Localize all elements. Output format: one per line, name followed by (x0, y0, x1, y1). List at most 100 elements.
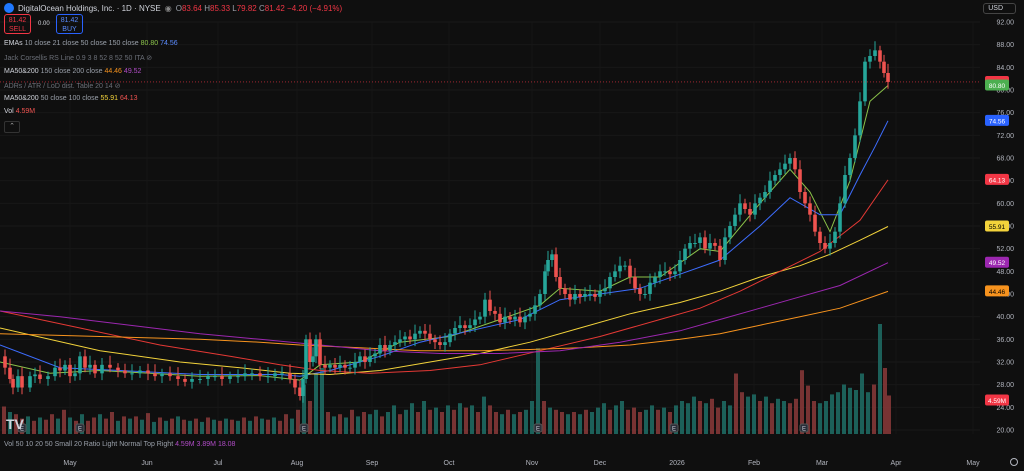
price-label-box (985, 256, 1009, 268)
candle-body (138, 370, 142, 374)
candle-body (418, 330, 422, 334)
x-tick-label: 2026 (669, 460, 685, 467)
sell-button[interactable]: 81.42 SELL (4, 14, 31, 34)
candle-body (153, 373, 157, 377)
candle-body (93, 364, 97, 374)
ma200-line (0, 262, 889, 354)
candle-body (528, 313, 532, 317)
volume-bar (416, 412, 420, 434)
eye-icon[interactable]: ◉ (164, 3, 172, 13)
indicator-ma-50-100[interactable]: MA50&200 50 close 100 close 55.91 64.13 (4, 95, 138, 102)
x-tick-label: Aug (291, 460, 304, 467)
volume-bar (806, 385, 810, 434)
volume-bar (356, 416, 360, 434)
volume-bar (224, 418, 228, 434)
volume-bar (128, 418, 132, 434)
candle-body (623, 265, 627, 267)
volume-bar (656, 409, 660, 434)
candle-body (183, 379, 187, 382)
volume-bar (386, 412, 390, 434)
volume-bar (536, 348, 540, 434)
candle-body (108, 364, 112, 368)
tradingview-logo: TV (6, 416, 24, 432)
candle-body (753, 203, 757, 215)
candle-body (498, 313, 502, 323)
indicator-emas[interactable]: EMAs 10 close 21 close 50 close 150 clos… (4, 40, 178, 47)
indicator-vol[interactable]: Vol 4.59M (4, 108, 36, 115)
price-label: 55.91 (989, 224, 1006, 231)
volume-bar (887, 395, 891, 434)
volume-bar (458, 403, 462, 434)
candle-body (258, 373, 262, 377)
volume-bar (752, 394, 756, 434)
volume-bar (638, 412, 642, 434)
candle-body (678, 260, 682, 272)
volume-bar (398, 414, 402, 434)
candle-body (503, 316, 507, 323)
volume-legend[interactable]: Vol 50 10 20 50 Small 20 Ratio Light Nor… (4, 441, 236, 448)
volume-bar (446, 405, 450, 434)
volume-bar (14, 414, 18, 434)
candle-body (738, 203, 742, 215)
candle-body (698, 237, 702, 243)
candle-body (543, 271, 547, 294)
candle-body (423, 330, 427, 334)
volume-bar (146, 413, 150, 434)
volume-bar (98, 414, 102, 434)
volume-bar (254, 416, 258, 434)
hidden-eye-icon[interactable]: ⊘ (114, 83, 121, 90)
volume-bar (134, 416, 138, 434)
volume-bar (476, 412, 480, 434)
candle-body (768, 180, 772, 192)
x-tick-label: Apr (891, 460, 903, 467)
candle-body (658, 271, 662, 277)
symbol-title[interactable]: DigitalOcean Holdings, Inc. · 1D · NYSE (18, 3, 161, 13)
price-label: 80.80 (989, 83, 1006, 90)
volume-bar (92, 417, 96, 434)
volume-bar (314, 373, 318, 434)
volume-bar (332, 416, 336, 434)
volume-bar (248, 420, 252, 434)
volume-bar (290, 418, 294, 434)
hidden-eye-icon[interactable]: ⊘ (146, 55, 153, 62)
x-tick-label: Jun (141, 460, 152, 467)
volume-bar (104, 418, 108, 434)
volume-bar (452, 409, 456, 434)
volume-bar (650, 405, 654, 434)
candle-body (773, 175, 777, 181)
candle-body (488, 299, 492, 311)
volume-bar (494, 412, 498, 434)
candle-body (568, 294, 572, 300)
currency-selector[interactable]: USD (983, 3, 1016, 14)
ema21-line (0, 120, 889, 377)
indicator-ma-150-200[interactable]: MA50&200 150 close 200 close 44.46 49.52 (4, 68, 142, 75)
y-tick-label: 36.00 (996, 337, 1014, 344)
price-label: 4.59M (988, 398, 1006, 405)
candle-body (353, 362, 357, 368)
volume-bar (512, 414, 516, 434)
candle-body (633, 277, 637, 289)
candle-body (718, 245, 722, 260)
volume-bar (776, 398, 780, 434)
volume-bar (368, 414, 372, 434)
ohlc-values: O83.64 H85.33 L79.82 C81.42 −4.20 (−4.91… (175, 3, 343, 13)
buy-button[interactable]: 81.42 BUY (56, 14, 83, 34)
candle-body (160, 373, 164, 377)
candle-body (220, 376, 224, 379)
candle-body (58, 367, 62, 371)
candle-body (558, 277, 562, 289)
volume-bar (608, 409, 612, 434)
candle-body (168, 373, 172, 377)
candle-body (886, 73, 890, 82)
company-logo-icon (4, 3, 14, 13)
indicator-rs-line[interactable]: Jack Corsellis RS Line 0.9 3 8 52 8 52 5… (4, 55, 153, 62)
collapse-legend-button[interactable]: ⌃ (4, 121, 20, 133)
indicator-adrs-table[interactable]: ADRs / ATR / LoD dist. Table 20 14 ⊘ (4, 83, 121, 90)
candle-body (613, 271, 617, 277)
volume-bar (848, 387, 852, 434)
candle-body (314, 339, 318, 357)
candle-body (523, 316, 527, 323)
volume-bar (728, 405, 732, 434)
candle-body (20, 376, 24, 388)
